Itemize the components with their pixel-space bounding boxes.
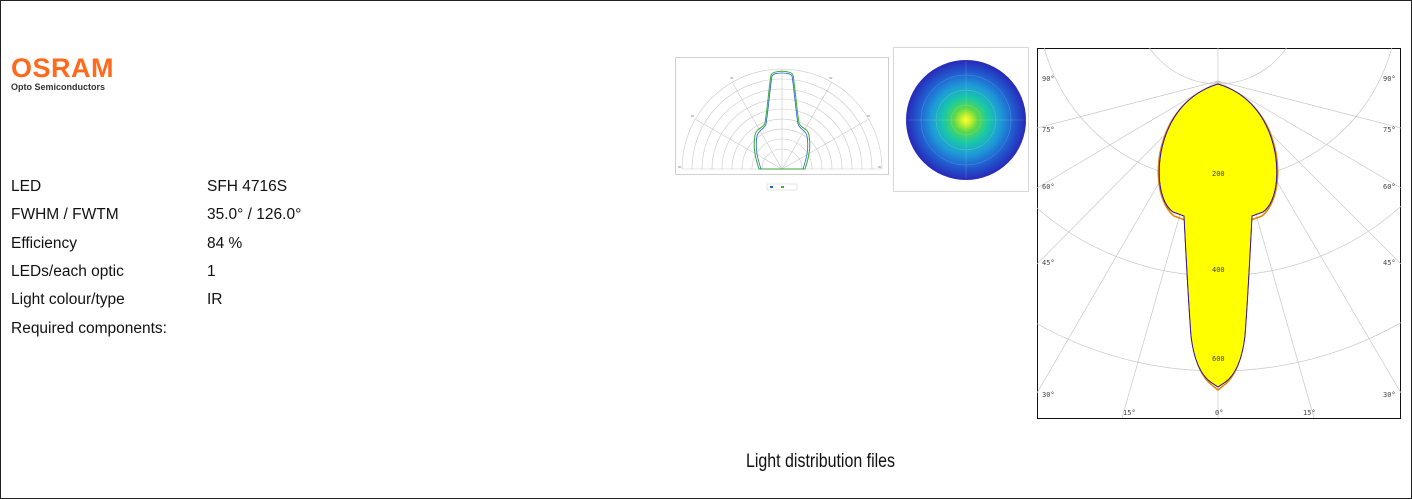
spec-value: 84 % (207, 234, 243, 252)
spec-label: FWHM / FWTM (11, 206, 119, 224)
spec-row: FWHM / FWTM 35.0° / 126.0° (11, 201, 301, 229)
angle-label: 60° (1383, 183, 1396, 191)
radial-label: 400 (1212, 266, 1225, 274)
spec-table: LED SFH 4716S FWHM / FWTM 35.0° / 126.0°… (11, 173, 301, 343)
angle-label: 30° (1383, 391, 1396, 399)
radial-label: 200 (1212, 170, 1225, 178)
spec-row: Efficiency 84 % (11, 230, 301, 258)
angle-label: 75° (1383, 126, 1396, 134)
svg-text:60: 60 (691, 114, 695, 118)
spec-value: 35.0° / 126.0° (207, 206, 302, 224)
svg-text:90: 90 (678, 165, 682, 169)
polar-distribution-plot[interactable]: 90° 75° 60° 45° 30° 90° 75° 60° 45° 30° … (1037, 48, 1401, 419)
angle-label: 60° (1042, 183, 1055, 191)
bottom-angle-label: 15° (1123, 409, 1136, 417)
svg-text:30: 30 (829, 76, 833, 80)
svg-text:90: 90 (878, 165, 882, 169)
osram-logo: OSRAM Opto Semiconductors (11, 53, 114, 93)
angle-label: 90° (1383, 75, 1396, 83)
spec-value: SFH 4716S (207, 178, 288, 196)
angle-label: 45° (1042, 259, 1055, 267)
angle-label: 30° (1042, 391, 1055, 399)
polar-thumbnail-curve (753, 70, 811, 170)
light-distribution-files-link[interactable]: Light distribution files (746, 451, 896, 472)
spec-label: Light colour/type (11, 291, 125, 309)
spec-row: LED SFH 4716S (11, 173, 301, 201)
spec-label: LEDs/each optic (11, 263, 124, 281)
spec-value: 1 (207, 263, 216, 281)
spec-value (207, 314, 301, 342)
spec-label: Efficiency (11, 234, 78, 252)
spec-label: Required components: (11, 319, 167, 337)
angle-label: 45° (1383, 259, 1396, 267)
bottom-angle-label: 15° (1303, 409, 1316, 417)
svg-text:60: 60 (867, 114, 871, 118)
intensity-heatmap-thumbnail[interactable] (893, 47, 1029, 192)
spec-row: Light colour/type IR (11, 286, 301, 314)
spec-label: LED (11, 178, 42, 196)
spec-value: IR (207, 291, 223, 309)
spec-row: Required components: (11, 314, 301, 342)
logo-subtitle: Opto Semiconductors (11, 82, 106, 92)
angle-label: 90° (1042, 75, 1055, 83)
polar-thumbnail[interactable]: 30 30 60 60 90 90 (675, 57, 889, 193)
logo-wordmark: OSRAM (11, 53, 114, 83)
angle-label: 75° (1042, 126, 1055, 134)
svg-text:30: 30 (730, 76, 734, 80)
bottom-angle-label: 0° (1215, 409, 1223, 417)
radial-label: 600 (1212, 355, 1225, 363)
spec-row: LEDs/each optic 1 (11, 258, 301, 286)
